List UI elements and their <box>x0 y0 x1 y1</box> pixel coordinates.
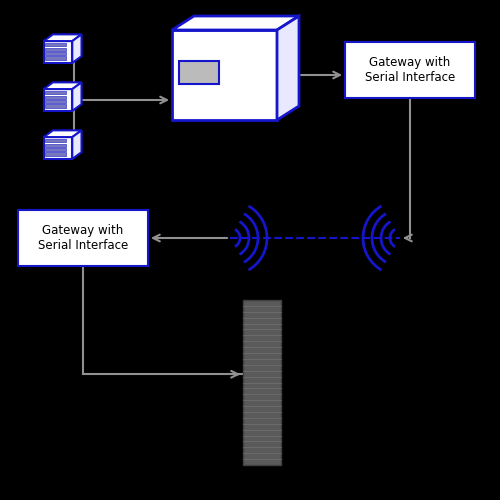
Polygon shape <box>277 16 299 120</box>
Bar <box>45 148 66 151</box>
Polygon shape <box>44 34 82 41</box>
Polygon shape <box>72 82 82 111</box>
Bar <box>18 210 148 266</box>
Bar <box>45 104 66 108</box>
Bar <box>45 139 66 142</box>
Polygon shape <box>44 130 82 137</box>
Bar <box>45 144 66 146</box>
Bar <box>45 43 66 46</box>
Text: Gateway with
Serial Interface: Gateway with Serial Interface <box>365 56 455 84</box>
Bar <box>45 48 66 50</box>
Bar <box>44 137 72 159</box>
Bar <box>45 91 66 94</box>
Bar <box>44 41 72 63</box>
Polygon shape <box>72 34 82 63</box>
Text: Gateway with
Serial Interface: Gateway with Serial Interface <box>38 224 128 252</box>
Polygon shape <box>44 82 82 89</box>
Bar <box>243 300 281 465</box>
Bar <box>345 42 475 98</box>
Bar <box>44 89 72 111</box>
Bar <box>45 100 66 103</box>
Bar <box>45 152 66 156</box>
Bar <box>172 30 277 120</box>
Bar <box>45 56 66 59</box>
Bar <box>45 96 66 98</box>
Bar <box>45 52 66 55</box>
Bar <box>180 60 219 84</box>
Polygon shape <box>72 130 82 159</box>
Polygon shape <box>172 16 299 30</box>
